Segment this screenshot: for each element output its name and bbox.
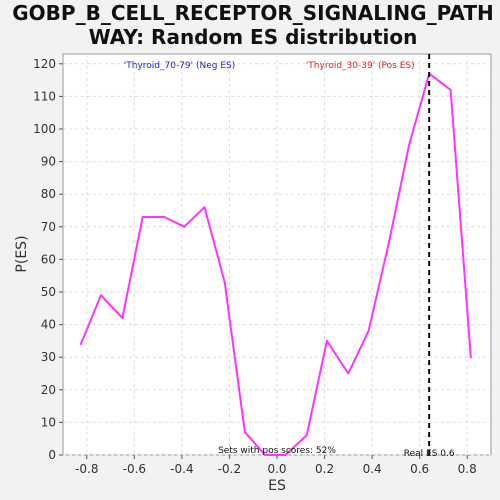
y-tick-label: 40: [41, 318, 56, 332]
data-point: [163, 216, 166, 219]
x-axis-label: ES: [268, 478, 286, 494]
sets-pos-scores-label: Sets with pos scores: 52%: [218, 446, 336, 456]
x-tick-label: 0.6: [410, 462, 429, 476]
data-point: [387, 242, 390, 245]
y-tick-label: 110: [33, 89, 56, 103]
data-point: [284, 454, 287, 456]
y-tick-label: 30: [41, 350, 56, 364]
y-tick-label: 20: [41, 383, 56, 397]
x-tick-label: -0.4: [170, 462, 193, 476]
y-tick-label: 90: [41, 155, 56, 169]
y-tick-label: 10: [41, 415, 56, 429]
x-tick-label: 0.8: [458, 462, 477, 476]
data-point: [141, 216, 144, 219]
y-tick-label: 70: [41, 220, 56, 234]
y-tick-label: 60: [41, 252, 56, 266]
neg-es-label: 'Thyroid_70-79' (Neg ES): [124, 61, 235, 71]
series-line: [79, 72, 472, 456]
data-point: [264, 454, 267, 456]
y-tick-label: 80: [41, 187, 56, 201]
data-point: [121, 317, 124, 320]
data-point: [407, 144, 410, 147]
real-es-label: Real ES 0.6: [404, 449, 455, 459]
data-point: [243, 431, 246, 434]
x-tick-label: -0.2: [218, 462, 241, 476]
data-point: [449, 88, 452, 91]
data-point: [223, 281, 226, 284]
y-tick-label: 100: [33, 122, 56, 136]
data-point: [325, 339, 328, 342]
y-axis-label: P(ES): [14, 235, 30, 272]
x-tick-label: 0.0: [267, 462, 286, 476]
pos-es-label: 'Thyroid_30-39' (Pos ES): [306, 61, 415, 71]
series-layer: [79, 72, 472, 456]
y-tick-label: 50: [41, 285, 56, 299]
data-point: [79, 343, 82, 346]
x-tick-label: -0.6: [123, 462, 146, 476]
axes: -0.8 -0.6 -0.4 -0.2 0.0 0.2 0.4 0.6 0.8 0 10 20 30 40…: [33, 57, 477, 476]
y-tick-label: 0: [48, 448, 56, 462]
data-point: [203, 206, 206, 209]
y-tick-label: 120: [33, 57, 56, 71]
data-point: [100, 294, 103, 297]
chart-title-line-1: GOBP_B_CELL_RECEPTOR_SIGNALING_PATH: [12, 1, 493, 25]
data-point: [183, 225, 186, 228]
x-tick-label: 0.4: [363, 462, 382, 476]
data-point: [367, 330, 370, 333]
x-tick-label: -0.8: [75, 462, 98, 476]
chart-title-line-2: WAY: Random ES distribution: [89, 25, 418, 49]
data-point: [305, 434, 308, 437]
data-point: [469, 356, 472, 359]
data-point: [347, 372, 350, 375]
x-tick-label: 0.2: [315, 462, 334, 476]
